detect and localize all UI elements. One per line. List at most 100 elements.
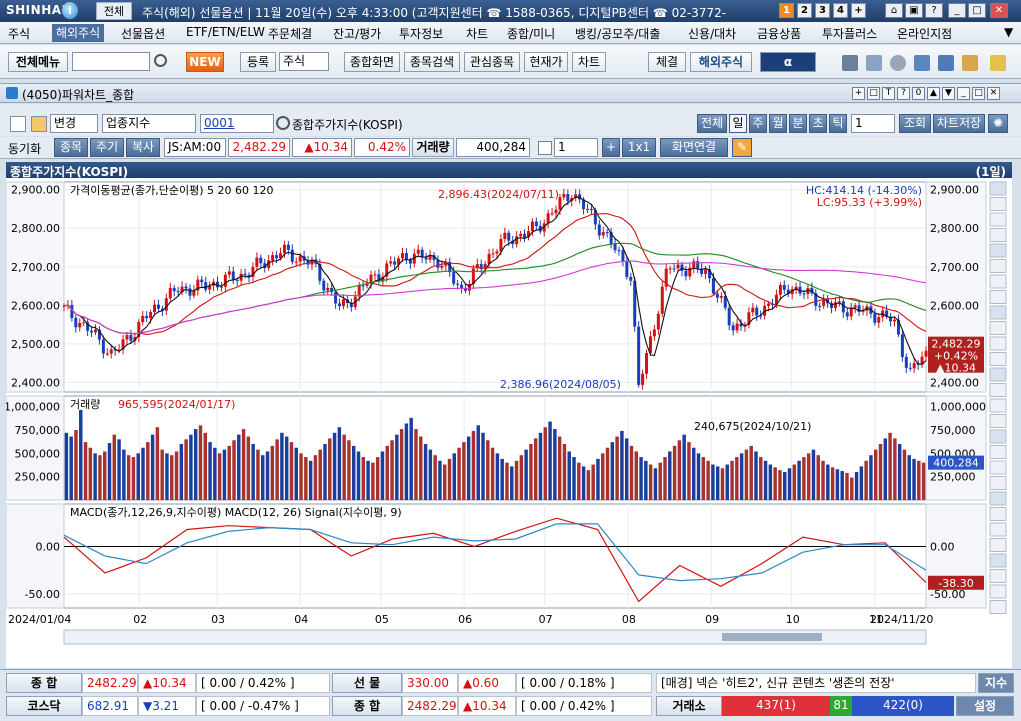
candle-body	[908, 367, 912, 369]
window-minimize-icon[interactable]: _	[957, 87, 970, 100]
volume-bar	[289, 442, 294, 500]
menu-online-branch[interactable]: 온라인지점	[897, 27, 953, 41]
overlay-checkbox[interactable]	[538, 141, 552, 155]
period-day-button[interactable]: 일	[729, 114, 747, 133]
volume-bar	[653, 468, 658, 500]
sync-label[interactable]: 동기화	[8, 142, 42, 156]
price-y-tick-right: 2,800.00	[930, 222, 979, 235]
window-close-icon[interactable]: ✕	[987, 87, 1000, 100]
menu-overseas-stock[interactable]: 해외주식	[52, 24, 105, 42]
tab-stock[interactable]: 종목	[54, 138, 88, 157]
maximize-icon[interactable]: □	[968, 3, 986, 18]
pen-icon[interactable]: ✎	[732, 138, 752, 157]
period-month-button[interactable]: 월	[769, 114, 787, 133]
current-price-button[interactable]: 현재가	[524, 52, 568, 72]
chart-area[interactable]: 2024/01/04 02 03 04 05 06 07 08 09 10 112024/11/20…	[6, 178, 1012, 668]
stock-type-select[interactable]: 주식	[279, 52, 329, 71]
index-button[interactable]: 지수	[978, 673, 1014, 693]
alpha-button[interactable]: α	[760, 52, 816, 72]
menu-banking[interactable]: 뱅킹/공모주/대출	[575, 27, 661, 41]
register-button[interactable]: 등록	[240, 52, 276, 72]
last-price-change: ▲10.34	[936, 362, 976, 375]
chart-button[interactable]: 차트	[572, 52, 606, 72]
print-icon[interactable]	[842, 55, 858, 71]
close-icon[interactable]: ✕	[990, 3, 1008, 18]
screen-1-button[interactable]: 1	[779, 3, 794, 18]
period-all-button[interactable]: 전체	[697, 114, 727, 133]
stock-search-button[interactable]: 종목검색	[404, 52, 460, 72]
layout-toggle-icon[interactable]	[10, 116, 26, 132]
menu-chart[interactable]: 차트	[466, 27, 489, 41]
calculator-icon[interactable]	[866, 55, 882, 71]
down-icon[interactable]: ▼	[942, 87, 955, 100]
watchlist-button[interactable]: 관심종목	[464, 52, 520, 72]
window-maximize-icon[interactable]: □	[972, 87, 985, 100]
home-icon[interactable]: ⌂	[885, 3, 903, 18]
new-button[interactable]: NEW	[186, 52, 224, 72]
all-menu-button[interactable]: 전체메뉴	[8, 52, 68, 72]
overview-button[interactable]: 종합화면	[344, 52, 400, 72]
screen-add-button[interactable]: +	[851, 3, 866, 18]
menu-futures[interactable]: 선물옵션	[121, 27, 166, 41]
menu-credit[interactable]: 신용/대차	[688, 27, 737, 41]
lock-small-icon[interactable]	[990, 55, 1006, 71]
menu-etf[interactable]: ETF/ETN/ELW	[186, 25, 265, 39]
save-chart-button[interactable]: 차트저장	[933, 114, 985, 133]
screen-save-icon[interactable]	[938, 55, 954, 71]
up-icon[interactable]: ▲	[927, 87, 940, 100]
screen-2-button[interactable]: 2	[797, 3, 812, 18]
menu-invest-info[interactable]: 투자정보	[399, 27, 444, 41]
volume-bar	[859, 466, 864, 500]
screen-3-button[interactable]: 3	[815, 3, 830, 18]
grid-ratio-button[interactable]: 1x1	[622, 138, 656, 157]
mode-selector[interactable]: 전체	[96, 2, 132, 20]
menu-balance[interactable]: 잔고/평가	[333, 27, 382, 41]
add-chart-button[interactable]: +	[602, 138, 620, 157]
screen-link-button[interactable]: 화면연결	[660, 138, 728, 157]
lock-icon[interactable]: ▣	[905, 3, 923, 18]
tab-period[interactable]: 주기	[90, 138, 124, 157]
candle-body	[794, 286, 798, 290]
execution-button[interactable]: 체결	[648, 52, 686, 72]
settings-button[interactable]: 설정	[956, 696, 1014, 716]
menu-stock[interactable]: 주식	[8, 27, 31, 41]
news-ticker[interactable]: [매경] 넥슨 '히트2', 신규 콘텐츠 '생존의 전장'	[656, 673, 976, 693]
menu-dropdown-icon[interactable]: ▼	[1004, 25, 1014, 39]
change-select[interactable]: 변경	[50, 114, 98, 133]
chart-type-icon[interactable]	[31, 116, 47, 132]
folder-icon[interactable]	[962, 55, 978, 71]
tile-icon[interactable]: □	[867, 87, 880, 100]
zero-icon[interactable]: 0	[912, 87, 925, 100]
pin-icon[interactable]: ?	[897, 87, 910, 100]
layout-icon[interactable]	[914, 55, 930, 71]
candle-body	[479, 264, 483, 270]
code-search-icon[interactable]	[276, 116, 290, 130]
period-tick-button[interactable]: 틱	[829, 114, 847, 133]
menu-mini[interactable]: 종합/미니	[507, 27, 556, 41]
link-icon[interactable]: +	[852, 87, 865, 100]
menu-financial-products[interactable]: 금융상품	[757, 27, 802, 41]
chart-count-select[interactable]: 1	[554, 138, 598, 157]
query-button[interactable]: 조회	[899, 114, 931, 133]
menu-invest-plus[interactable]: 투자플러스	[822, 27, 878, 41]
text-icon[interactable]: T	[882, 87, 895, 100]
category-select[interactable]: 업종지수	[102, 114, 196, 133]
tab-copy[interactable]: 복사	[126, 138, 160, 157]
period-minute-button[interactable]: 분	[789, 114, 807, 133]
candle-body	[751, 307, 755, 313]
period-week-button[interactable]: 주	[749, 114, 767, 133]
gear-icon[interactable]	[890, 55, 906, 71]
drawing-tool-icon	[989, 243, 1007, 258]
menu-order[interactable]: 주문체결	[268, 27, 313, 41]
help-icon[interactable]: ?	[925, 3, 943, 18]
screen-number-input[interactable]	[72, 52, 150, 71]
period-count-input[interactable]: 1	[851, 114, 895, 133]
minimize-icon[interactable]: _	[948, 3, 966, 18]
search-icon[interactable]	[154, 54, 167, 67]
settings-gear-icon[interactable]: ✺	[988, 114, 1008, 133]
period-second-button[interactable]: 초	[809, 114, 827, 133]
volume-bar	[907, 455, 911, 500]
screen-4-button[interactable]: 4	[833, 3, 848, 18]
overseas-stock-button[interactable]: 해외주식	[690, 52, 752, 72]
code-input[interactable]: 0001	[200, 114, 274, 133]
